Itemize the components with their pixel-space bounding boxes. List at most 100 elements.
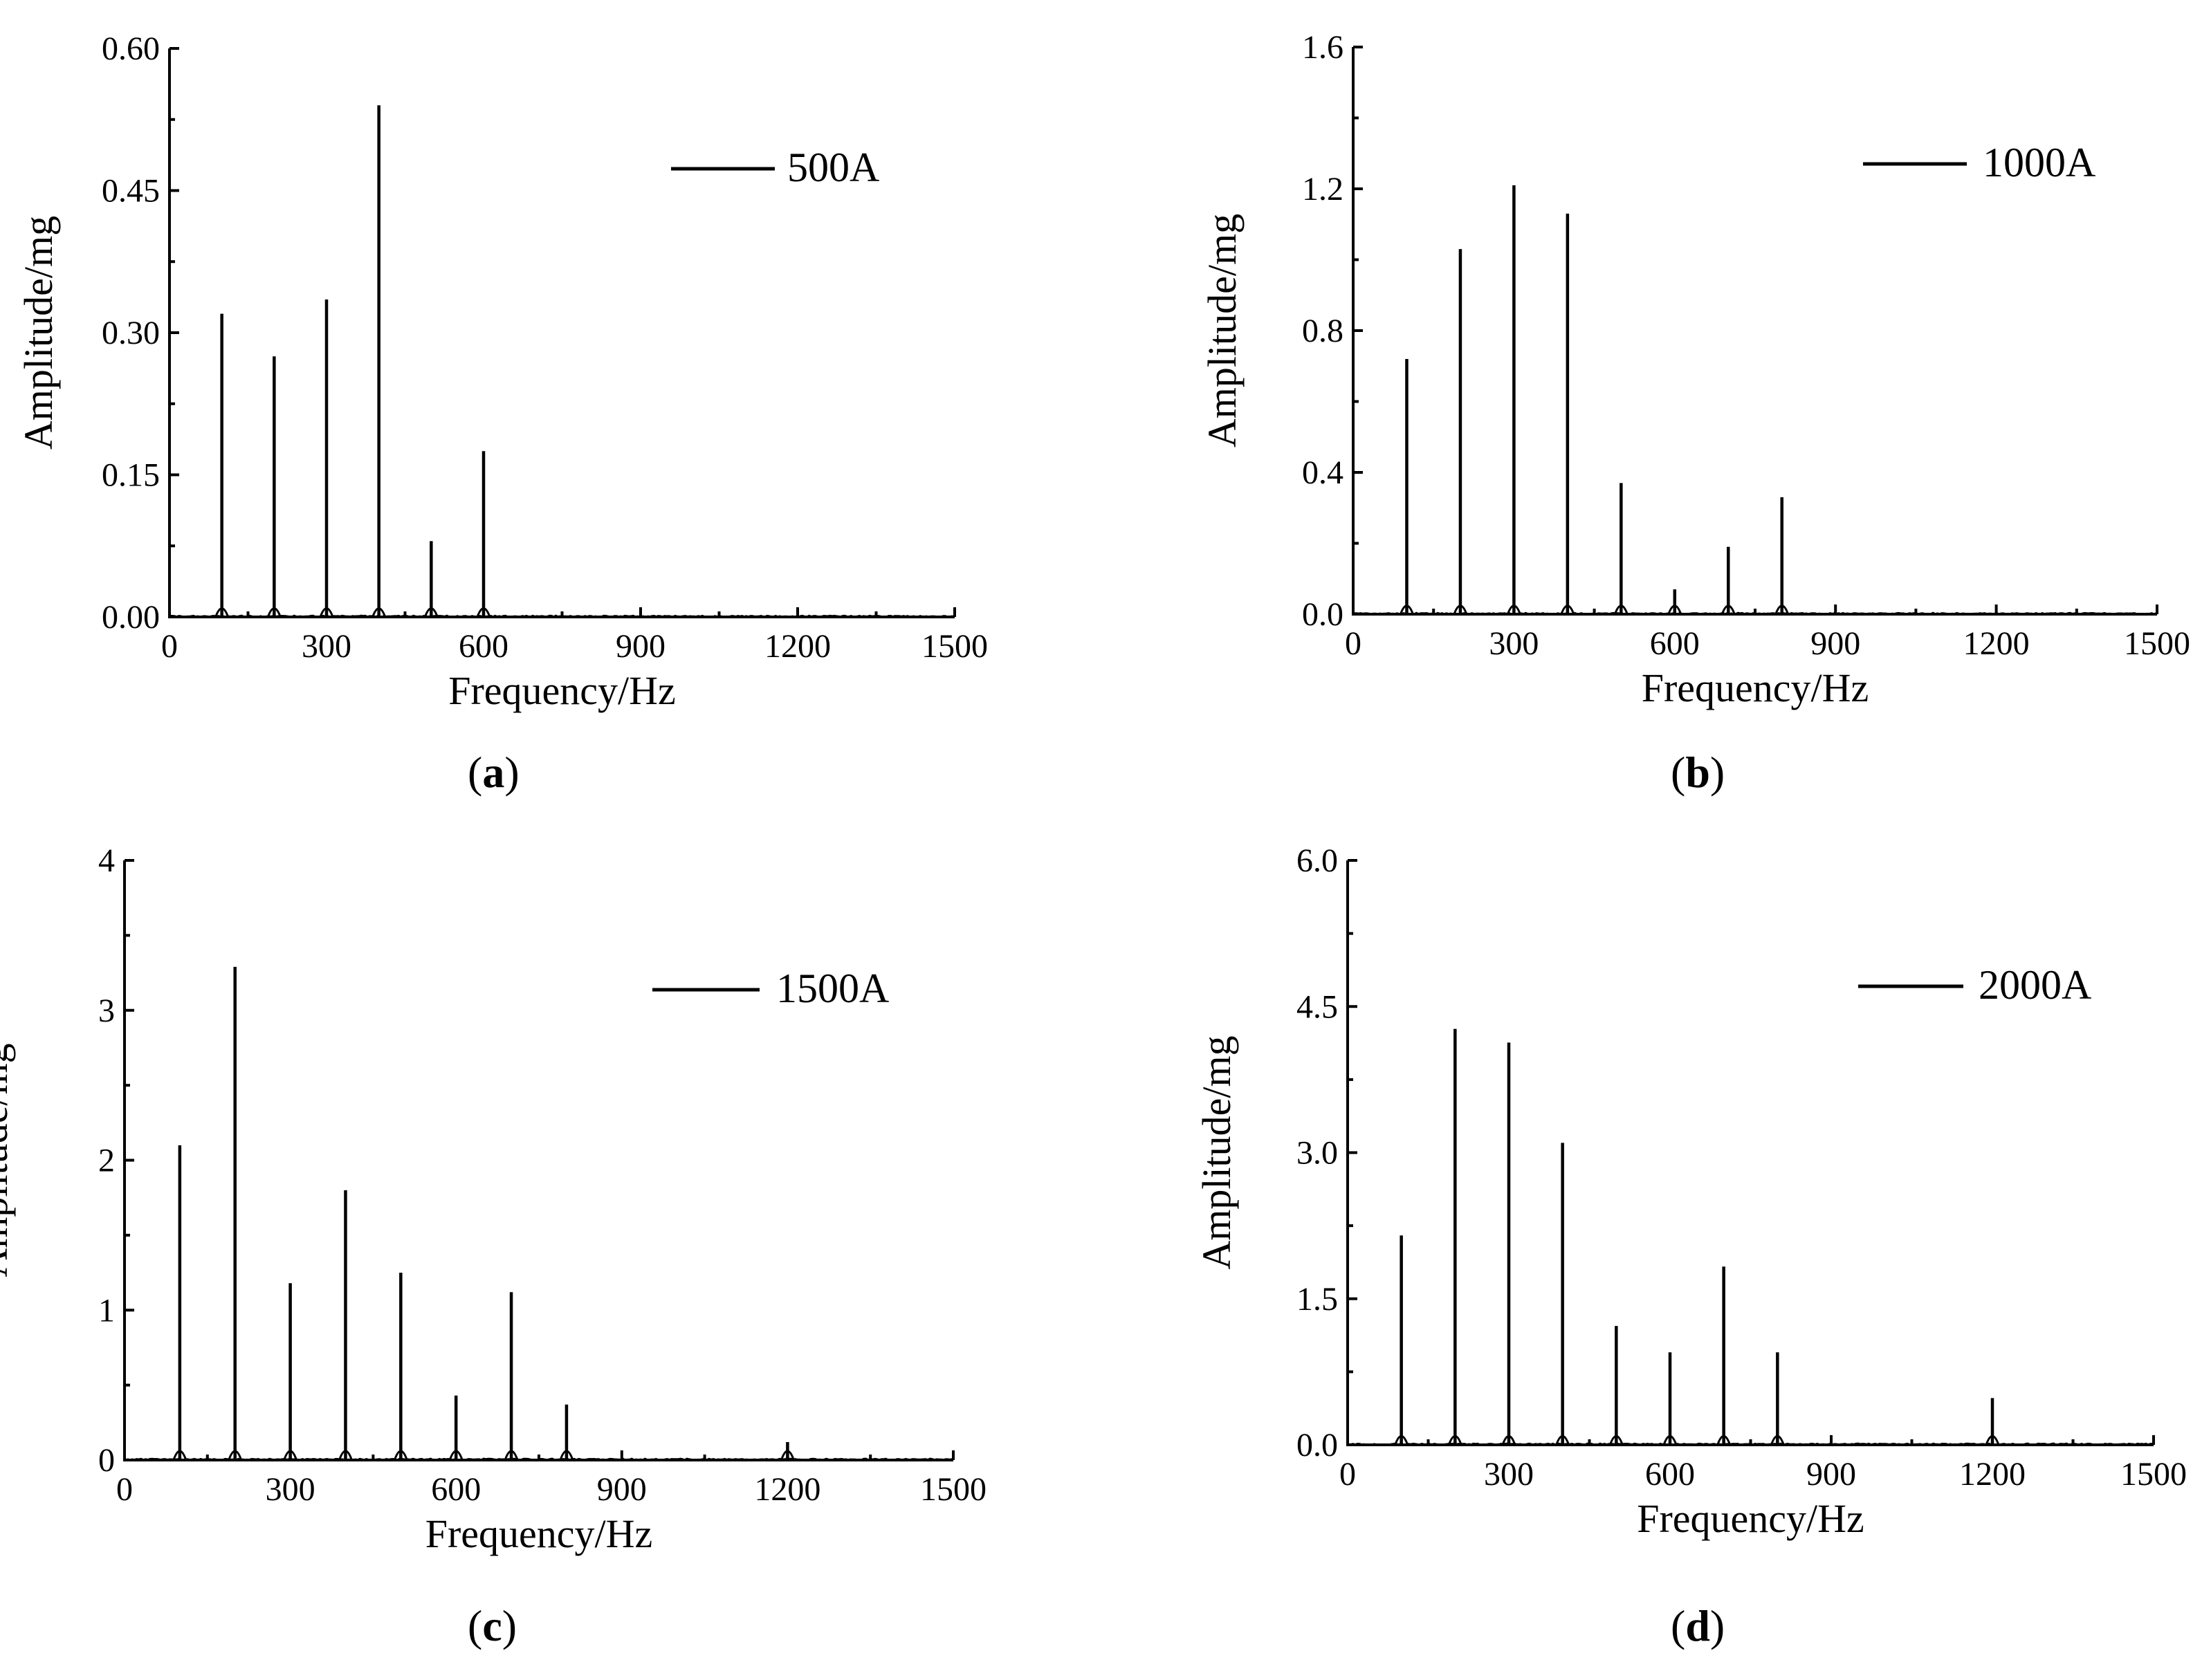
peak-shoulder [319, 607, 334, 618]
peak-shoulder [214, 607, 230, 618]
y-tick-label: 0.60 [102, 30, 160, 67]
y-tick-label: 0.4 [1302, 454, 1343, 491]
x-tick-label: 1500 [2124, 625, 2190, 662]
y-tick-label: 1 [98, 1292, 115, 1329]
y-tick-label: 0.8 [1302, 313, 1343, 349]
peak-shoulder [1447, 1434, 1462, 1446]
series-baseline [1347, 1442, 2153, 1446]
series-baseline [124, 1457, 953, 1461]
x-tick-label: 0 [116, 1471, 133, 1508]
y-tick-label: 6.0 [1296, 842, 1338, 879]
peak-shoulder [1400, 604, 1414, 615]
legend-label: 500A [787, 145, 879, 190]
x-axis-title: Frequency/Hz [448, 668, 676, 713]
legend-label: 2000A [1979, 962, 2091, 1008]
peak-shoulder [172, 1450, 187, 1461]
chart-a-svg: 0 300 600 900 1200 1500 0.00 0.15 0.30 0.45 0.60 Fr… [16, 30, 988, 713]
x-tick-label: 600 [431, 1471, 481, 1508]
x-tick-label: 600 [1645, 1456, 1695, 1493]
x-tick-label: 300 [266, 1471, 315, 1508]
x-tick-label: 1200 [754, 1471, 820, 1508]
panel-label-a: (a) [468, 748, 520, 797]
legend-label: 1500A [776, 966, 889, 1011]
y-tick-label: 3 [98, 993, 115, 1029]
x-axis-title: Frequency/Hz [1637, 1496, 1864, 1541]
legend-label: 1000A [1983, 140, 2095, 185]
y-tick-label: 1.2 [1302, 171, 1343, 207]
peak-shoulder [780, 1450, 795, 1461]
peak-shoulder [393, 1450, 408, 1461]
y-tick-label: 0.00 [102, 599, 160, 636]
peak-shoulder [423, 607, 439, 618]
y-tick-label: 0.45 [102, 173, 160, 210]
y-tick-label: 0.30 [102, 315, 160, 351]
panel-label-b: (b) [1671, 748, 1725, 797]
x-tick-label: 900 [1810, 625, 1860, 662]
peak-shoulder [1770, 1434, 1785, 1446]
chart-panel-b: 0 300 600 900 1200 1500 0.0 0.4 0.8 1.2 1.6 Frequen… [1106, 0, 2211, 840]
peak-shoulder [266, 607, 282, 618]
peak-shoulder [1555, 1434, 1570, 1446]
peak-shoulder [371, 607, 387, 618]
x-tick-label: 300 [302, 628, 351, 665]
series-baseline [168, 614, 954, 618]
peak-shoulder [338, 1450, 353, 1461]
peak-shoulder [1394, 1434, 1409, 1446]
y-tick-label: 1.5 [1296, 1281, 1338, 1318]
y-axis-title: Amplitude/mg [16, 216, 61, 450]
x-tick-label: 600 [459, 628, 508, 665]
x-tick-label: 900 [1806, 1456, 1856, 1493]
x-tick-label: 0 [1339, 1456, 1356, 1493]
x-tick-label: 1500 [921, 628, 988, 665]
peak-shoulder [283, 1450, 298, 1461]
x-tick-label: 900 [616, 628, 666, 665]
peak-shoulder [1501, 1434, 1516, 1446]
peak-shoulder [1774, 604, 1790, 615]
y-tick-label: 4.5 [1296, 988, 1338, 1025]
x-tick-label: 0 [1345, 625, 1361, 662]
peak-shoulder [1662, 1434, 1678, 1446]
peak-shoulder [1721, 604, 1736, 615]
x-tick-label: 300 [1489, 625, 1539, 662]
y-axis-title: Amplitude/mg [1194, 1035, 1239, 1269]
y-tick-label: 0.0 [1296, 1427, 1338, 1464]
y-axis-title: Amplitude/mg [1200, 214, 1245, 447]
y-tick-label: 0.15 [102, 457, 160, 494]
peak-shoulder [504, 1450, 519, 1461]
chart-panel-a: 0 300 600 900 1200 1500 0.00 0.15 0.30 0.45 0.60 Fr… [0, 0, 1106, 840]
y-tick-label: 4 [98, 842, 115, 879]
x-tick-label: 1500 [920, 1471, 987, 1508]
x-tick-label: 1500 [2120, 1456, 2187, 1493]
chart-panel-d: 0 300 600 900 1200 1500 0.0 1.5 3.0 4.5 6.0 Frequen… [1106, 840, 2211, 1679]
x-tick-label: 1200 [1959, 1456, 2026, 1493]
x-tick-label: 600 [1650, 625, 1700, 662]
x-tick-label: 0 [161, 628, 178, 665]
y-axis-title: Amplitude/mg [0, 1043, 16, 1277]
y-tick-label: 3.0 [1296, 1135, 1338, 1172]
chart-b-svg: 0 300 600 900 1200 1500 0.0 0.4 0.8 1.2 1.6 Frequen… [1200, 29, 2190, 710]
x-axis-title: Frequency/Hz [1642, 665, 1869, 710]
x-tick-label: 1200 [764, 628, 831, 665]
peak-shoulder [1716, 1434, 1732, 1446]
axis-lines [1352, 47, 2157, 616]
peak-shoulder [1560, 604, 1575, 615]
chart-c-svg: 0 300 600 900 1200 1500 0 1 2 3 4 Frequency/Hz Ampli… [0, 842, 987, 1556]
x-axis-title: Frequency/Hz [425, 1511, 653, 1556]
x-tick-label: 900 [597, 1471, 647, 1508]
y-tick-label: 0.0 [1302, 596, 1343, 633]
peak-shoulder [1667, 604, 1682, 615]
chart-panel-c: 0 300 600 900 1200 1500 0 1 2 3 4 Frequency/Hz Ampli… [0, 840, 1106, 1679]
peak-shoulder [228, 1450, 243, 1461]
peak-shoulder [1613, 604, 1629, 615]
y-tick-label: 0 [98, 1442, 115, 1479]
peak-shoulder [448, 1450, 464, 1461]
y-tick-label: 2 [98, 1143, 115, 1179]
panel-label-c: (c) [468, 1601, 517, 1650]
y-tick-label: 1.6 [1302, 29, 1343, 66]
x-tick-label: 300 [1484, 1456, 1534, 1493]
peak-shoulder [1608, 1434, 1624, 1446]
peak-shoulder [1985, 1434, 2000, 1446]
panel-label-d: (d) [1671, 1601, 1725, 1650]
x-tick-label: 1200 [1963, 625, 2030, 662]
peak-shoulder [1453, 604, 1468, 615]
